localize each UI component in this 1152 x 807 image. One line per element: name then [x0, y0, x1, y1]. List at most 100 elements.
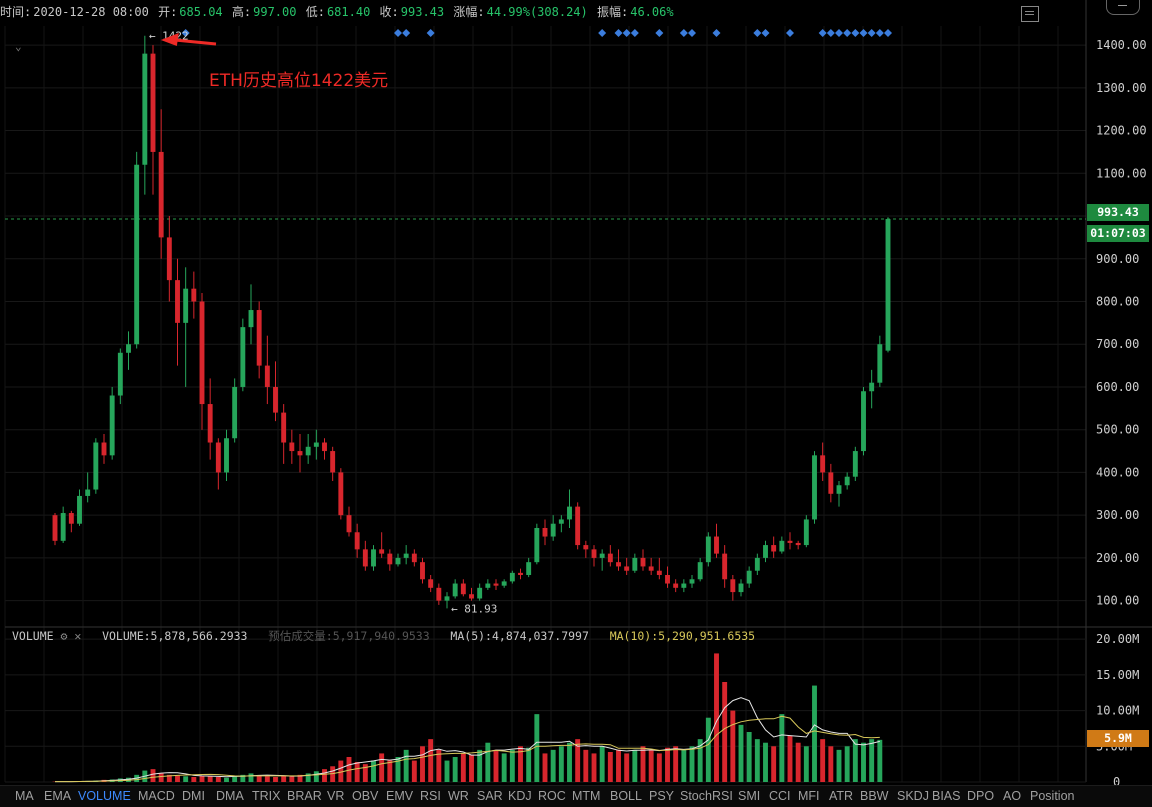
indicator-tab-bias[interactable]: BIAS — [932, 789, 961, 803]
candle-body — [265, 366, 270, 387]
indicator-tab-mfi[interactable]: MFI — [798, 789, 820, 803]
candle-body — [600, 554, 605, 558]
signal-marker — [598, 29, 606, 37]
indicator-tab-atr[interactable]: ATR — [829, 789, 853, 803]
indicator-tab-macd[interactable]: MACD — [138, 789, 175, 803]
indicator-tab-ema[interactable]: EMA — [44, 789, 71, 803]
candle-body — [828, 472, 833, 493]
indicator-tab-stochrsi[interactable]: StochRSI — [680, 789, 733, 803]
price-tick-label: 300.00 — [1096, 508, 1139, 522]
indicator-tab-dmi[interactable]: DMI — [182, 789, 205, 803]
indicator-tab-smi[interactable]: SMI — [738, 789, 760, 803]
indicator-tab-skdj[interactable]: SKDJ — [897, 789, 929, 803]
indicator-tab-mtm[interactable]: MTM — [572, 789, 600, 803]
time-label: 时间: — [0, 5, 31, 19]
price-tick-label: 700.00 — [1096, 337, 1139, 351]
price-tick-label: 200.00 — [1096, 551, 1139, 565]
time-value: 2020-12-28 08:00 — [33, 5, 149, 19]
volume-bar — [543, 753, 548, 782]
indicator-tab-sar[interactable]: SAR — [477, 789, 503, 803]
candle-body — [624, 566, 629, 570]
indicator-tab-bbw[interactable]: BBW — [860, 789, 888, 803]
volume-bar — [632, 750, 637, 782]
indicator-tab-psy[interactable]: PSY — [649, 789, 674, 803]
candle-body — [641, 558, 646, 567]
candle-body — [853, 451, 858, 477]
volume-bar — [771, 746, 776, 782]
candle-body — [502, 581, 507, 585]
candle-body — [289, 443, 294, 452]
candle-body — [632, 558, 637, 571]
indicator-tab-obv[interactable]: OBV — [352, 789, 378, 803]
volume-bar — [592, 753, 597, 782]
est-volume-value: 5,917,940.9533 — [333, 629, 430, 643]
volume-bar — [706, 718, 711, 782]
volume-bar — [861, 743, 866, 782]
volume-bar — [175, 776, 180, 782]
signal-marker — [753, 29, 761, 37]
ma5-value: 4,874,037.7997 — [492, 629, 589, 643]
candle-body — [755, 558, 760, 571]
candle-body — [698, 562, 703, 579]
candle-body — [420, 562, 425, 579]
candle-body — [69, 513, 74, 524]
candle-body — [240, 327, 245, 387]
volume-bar — [151, 769, 156, 782]
volume-bar — [624, 753, 629, 782]
candle-body — [665, 575, 670, 584]
signal-marker — [615, 29, 623, 37]
volume-title: VOLUME — [12, 629, 54, 643]
change-label: 涨幅: — [453, 5, 484, 19]
candle-body — [485, 584, 490, 588]
candle-body — [877, 344, 882, 382]
indicator-tab-kdj[interactable]: KDJ — [508, 789, 532, 803]
volume-bar — [257, 776, 262, 782]
volume-bar — [779, 714, 784, 782]
indicator-tab-ma[interactable]: MA — [15, 789, 34, 803]
volume-bar — [608, 752, 613, 782]
indicator-tab-brar[interactable]: BRAR — [287, 789, 322, 803]
volume-bar — [322, 769, 327, 782]
candle-body — [681, 584, 686, 588]
indicator-tab-wr[interactable]: WR — [448, 789, 469, 803]
change-value: 44.99%(308.24) — [487, 5, 588, 19]
close-icon[interactable]: ✕ — [74, 628, 81, 644]
candle-body — [779, 541, 784, 552]
indicator-tab-rsi[interactable]: RSI — [420, 789, 441, 803]
indicator-tab-position[interactable]: Position — [1030, 789, 1074, 803]
indicator-tab-ao[interactable]: AO — [1003, 789, 1021, 803]
candle-body — [461, 584, 466, 595]
indicator-tab-dma[interactable]: DMA — [216, 789, 244, 803]
panel-collapse-icon[interactable] — [1106, 0, 1140, 15]
volume-bar — [796, 743, 801, 782]
candle-body — [812, 455, 817, 519]
candle-body — [167, 237, 172, 280]
candle-body — [347, 515, 352, 532]
signal-marker — [713, 29, 721, 37]
price-tick-label: 1200.00 — [1096, 124, 1147, 138]
high-label: 高: — [232, 5, 251, 19]
indicator-tab-emv[interactable]: EMV — [386, 789, 413, 803]
volume-tick-label: 10.00M — [1096, 704, 1139, 718]
chart-settings-icon[interactable] — [1021, 6, 1039, 22]
candle-body — [93, 443, 98, 490]
indicator-tab-roc[interactable]: ROC — [538, 789, 566, 803]
volume-bar — [755, 739, 760, 782]
volume-bar — [379, 753, 384, 782]
indicator-tab-cci[interactable]: CCI — [769, 789, 791, 803]
indicator-tab-volume[interactable]: VOLUME — [78, 789, 131, 803]
candle-body — [208, 404, 213, 442]
volume-bar — [583, 750, 588, 782]
chevron-down-icon[interactable]: ⌄ — [15, 40, 22, 53]
indicator-tab-vr[interactable]: VR — [327, 789, 344, 803]
settings-gear-icon[interactable]: ⚙ — [60, 628, 67, 644]
volume-bar — [673, 746, 678, 782]
indicator-tab-boll[interactable]: BOLL — [610, 789, 642, 803]
volume-bar — [159, 773, 164, 782]
volume-bar — [600, 746, 605, 782]
volume-bar — [420, 746, 425, 782]
indicator-tab-trix[interactable]: TRIX — [252, 789, 280, 803]
indicator-tab-dpo[interactable]: DPO — [967, 789, 994, 803]
volume-bar — [763, 743, 768, 782]
